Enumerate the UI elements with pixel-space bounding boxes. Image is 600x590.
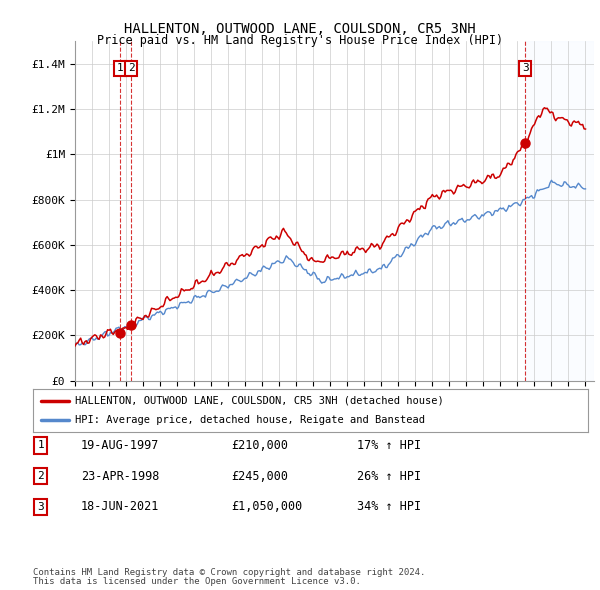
Text: 19-AUG-1997: 19-AUG-1997 <box>81 439 160 452</box>
Text: 3: 3 <box>37 502 44 512</box>
Text: £1,050,000: £1,050,000 <box>231 500 302 513</box>
Text: Contains HM Land Registry data © Crown copyright and database right 2024.: Contains HM Land Registry data © Crown c… <box>33 568 425 577</box>
Text: HPI: Average price, detached house, Reigate and Banstead: HPI: Average price, detached house, Reig… <box>74 415 425 425</box>
Text: 2: 2 <box>128 64 134 73</box>
Text: £210,000: £210,000 <box>231 439 288 452</box>
Text: 1: 1 <box>116 64 123 73</box>
Bar <box>525 41 594 381</box>
Text: 23-APR-1998: 23-APR-1998 <box>81 470 160 483</box>
Text: Price paid vs. HM Land Registry's House Price Index (HPI): Price paid vs. HM Land Registry's House … <box>97 34 503 47</box>
Text: 26% ↑ HPI: 26% ↑ HPI <box>357 470 421 483</box>
Text: 1: 1 <box>37 441 44 450</box>
Text: This data is licensed under the Open Government Licence v3.0.: This data is licensed under the Open Gov… <box>33 578 361 586</box>
Text: 34% ↑ HPI: 34% ↑ HPI <box>357 500 421 513</box>
Text: HALLENTON, OUTWOOD LANE, COULSDON, CR5 3NH: HALLENTON, OUTWOOD LANE, COULSDON, CR5 3… <box>124 22 476 37</box>
Text: 18-JUN-2021: 18-JUN-2021 <box>81 500 160 513</box>
Text: 2: 2 <box>37 471 44 481</box>
Text: 17% ↑ HPI: 17% ↑ HPI <box>357 439 421 452</box>
Text: 3: 3 <box>522 64 529 73</box>
Text: £245,000: £245,000 <box>231 470 288 483</box>
Text: HALLENTON, OUTWOOD LANE, COULSDON, CR5 3NH (detached house): HALLENTON, OUTWOOD LANE, COULSDON, CR5 3… <box>74 396 443 406</box>
